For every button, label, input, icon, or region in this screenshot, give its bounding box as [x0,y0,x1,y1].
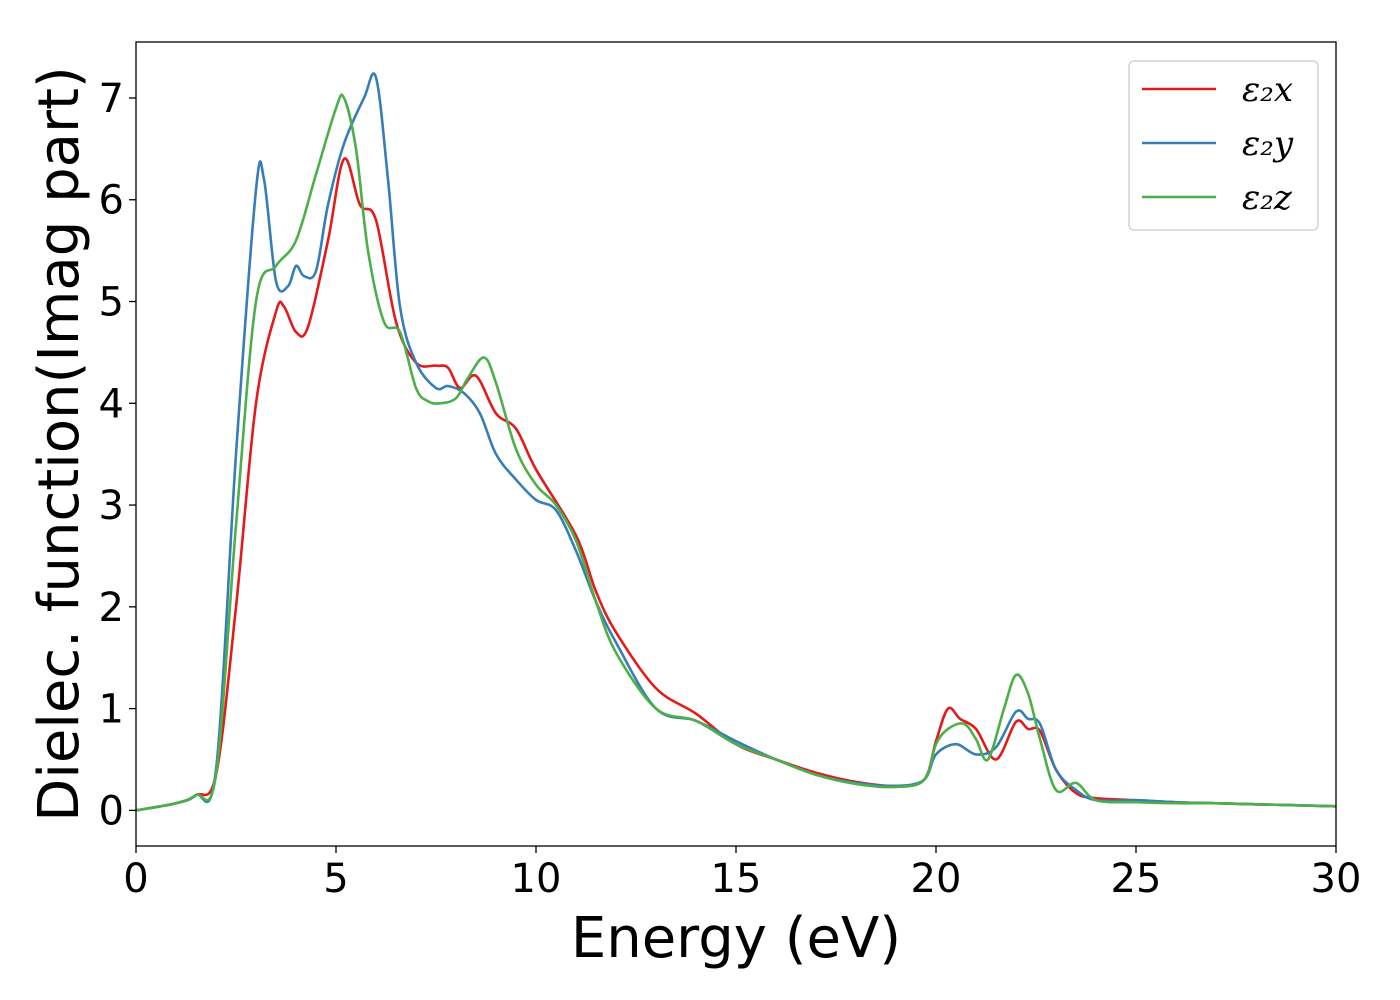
x-tick-label: 15 [711,856,762,902]
y-tick-label: 7 [99,76,124,122]
x-tick-label: 25 [1111,856,1162,902]
y-tick-label: 0 [99,788,124,834]
y-axis-label: Dielec. function(Imag part) [27,66,92,822]
x-tick-label: 5 [323,856,348,902]
y-tick-label: 2 [99,585,124,631]
x-tick-label: 20 [911,856,962,902]
x-axis-label: Energy (eV) [571,906,901,971]
y-tick-label: 4 [99,381,124,427]
x-tick-label: 10 [511,856,562,902]
series-line-1 [136,72,1336,812]
legend-label-2: ε₂z [1242,178,1293,218]
x-tick-label: 0 [123,856,148,902]
series-line-2 [136,93,1336,812]
x-tick-label: 30 [1311,856,1362,902]
y-tick-label: 3 [99,483,124,529]
y-tick-label: 1 [99,687,124,733]
legend-label-0: ε₂x [1242,70,1293,110]
y-tick-label: 6 [99,178,124,224]
y-tick-label: 5 [99,280,124,326]
legend-label-1: ε₂y [1242,124,1294,164]
legend-box [1128,60,1319,231]
series-line-0 [136,157,1336,812]
